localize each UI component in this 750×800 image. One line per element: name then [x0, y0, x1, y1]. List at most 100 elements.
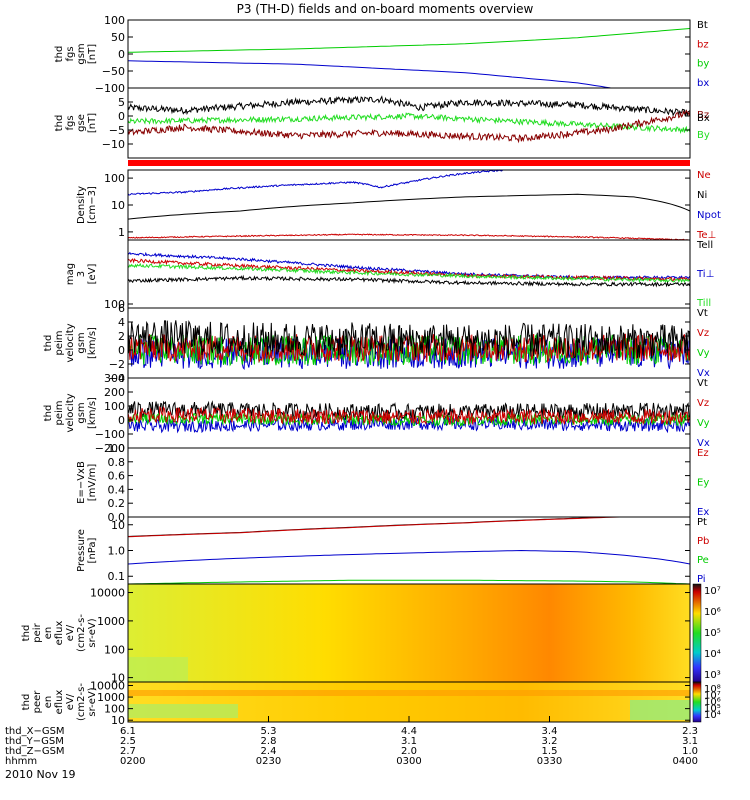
series-line-peim_vel-1: [127, 333, 691, 367]
y-tick-label: 0.8: [108, 456, 126, 469]
panel-fgs: 100 50 0 −50 −100 thd fgs gsm [nT] Bt bz by bx: [54, 14, 709, 95]
y-axis-label: Density: [76, 186, 87, 224]
x-row-label: hhmm: [5, 756, 37, 767]
panel-frame: [127, 169, 691, 241]
y-tick-label: 10: [111, 199, 125, 212]
legend-entry: Ex: [697, 507, 709, 518]
y-tick-label: 10: [111, 714, 125, 727]
series-line-density-0: [127, 169, 505, 196]
y-axis-label: [km/s]: [87, 397, 98, 429]
y-axis-label: eV/: [65, 693, 76, 710]
y-tick-label: 0: [118, 110, 125, 123]
x-row-label: thd_Z−GSM: [5, 746, 65, 757]
x-row-value: 1.0: [682, 746, 698, 757]
panel-efield: 1.00.80.60.40.20.0 E=−VxB [mV/m] Ez Ey Ex: [76, 442, 709, 524]
series-line-density-2: [127, 233, 690, 241]
panel-frame: [127, 447, 691, 518]
y-tick-label: 100: [104, 703, 125, 716]
y-axis-label: sr-eV): [87, 687, 98, 716]
legend-entry: Pe: [697, 555, 709, 566]
y-axis-label: gse: [76, 114, 87, 132]
separator-bar: [128, 160, 690, 166]
y-tick-label: 300: [104, 372, 125, 385]
series-line-fgs-0: [127, 60, 611, 89]
colorbar-label: 10⁴: [704, 649, 721, 660]
legend-entry: Bx: [697, 113, 710, 124]
legend-entry: Till: [696, 298, 711, 309]
y-tick-label: 1: [118, 226, 125, 239]
y-axis-label: [nT]: [87, 44, 98, 64]
y-axis-label: eflux: [54, 690, 65, 715]
y-tick-label: 0.2: [108, 497, 126, 510]
y-axis-label: (cm2-s-: [76, 614, 87, 652]
legend-entry: Te⊥: [696, 230, 716, 241]
y-axis-label: peir: [32, 622, 43, 642]
low-energy-patch: [630, 700, 690, 720]
x-row-value: 3.4: [542, 726, 558, 737]
legend-entry: Vx: [697, 438, 710, 449]
y-axis-label: thd: [54, 46, 65, 63]
y-axis-label: sr-eV): [87, 618, 98, 647]
panel-pressure: 10 1.0 0.1 Pressure [nPa] Pt Pb Pe Pi: [76, 516, 709, 585]
date-label: 2010 Nov 19: [5, 768, 75, 781]
x-row-value: 0400: [673, 756, 698, 767]
colorbar: [692, 681, 702, 723]
y-tick-label: −50: [102, 65, 125, 78]
y-tick-label: 1000: [97, 615, 125, 628]
y-axis-label: Pressure: [76, 529, 87, 572]
y-axis-label: mag: [65, 263, 76, 285]
series-line-fgs_dsl-0: [127, 95, 691, 117]
low-energy-patch: [128, 704, 238, 718]
y-tick-label: −5: [109, 124, 125, 137]
x-row-value: 1.5: [542, 746, 558, 757]
legend-entry: Ne: [697, 170, 711, 181]
y-tick-label: −2: [109, 358, 125, 371]
y-tick-label: 100: [104, 643, 125, 656]
panel-frame: [127, 19, 691, 89]
legend-entry: Ti⊥: [696, 269, 714, 280]
spectrogram-peir: [128, 584, 690, 682]
y-axis-label: thd: [54, 115, 65, 132]
y-tick-label: 4: [118, 316, 125, 329]
colorbar-label: 10³: [704, 670, 721, 681]
legend-entry: bx: [697, 78, 709, 89]
y-axis-label: peim: [54, 400, 65, 425]
colorbar-label: 10⁶: [704, 697, 721, 708]
y-tick-label: 100: [104, 14, 125, 27]
legend-entry: Ni: [697, 190, 707, 201]
y-tick-label: 5: [118, 96, 125, 109]
y-tick-label: −10: [102, 138, 125, 151]
y-tick-label: 50: [111, 31, 125, 44]
legend-entry: by: [697, 59, 709, 70]
legend-entry: Vt: [697, 308, 708, 319]
x-row-label: thd_X−GSM: [5, 726, 65, 737]
y-tick-label: −100: [95, 428, 125, 441]
y-tick-label: 100: [104, 172, 125, 185]
legend-entry: By: [697, 130, 710, 141]
legend-entry: Vy: [697, 348, 710, 359]
y-axis-label: velocity: [65, 323, 76, 362]
series-line-fgs_dsl-2: [127, 109, 691, 144]
x-row-value: 0330: [537, 756, 562, 767]
colorbar-label: 10⁸: [704, 684, 721, 695]
legend-entry: Bt: [697, 20, 708, 31]
y-tick-label: 6: [118, 302, 125, 315]
series-line-pressure-2: [127, 549, 691, 565]
y-tick-label: 0.0: [108, 511, 126, 524]
y-tick-label: 0.1: [108, 570, 126, 583]
y-axis-label: thd: [43, 405, 54, 422]
series-line-temp-3: [127, 274, 691, 288]
y-tick-label: 200: [104, 386, 125, 399]
y-tick-label: 10: [111, 672, 125, 685]
y-axis-label: E=−VxB: [76, 461, 87, 504]
series-line-density-1: [127, 193, 691, 220]
y-axis-label: velocity: [65, 393, 76, 432]
x-row-value: 2.4: [261, 746, 277, 757]
x-row-value: 3.2: [542, 736, 558, 747]
series-line-fgs-1: [127, 28, 691, 53]
panel-density: 100 10 1 Density [cm−3] Ne Ni Npot Te⊥: [76, 169, 721, 241]
legend-entry: Vt: [697, 378, 708, 389]
x-row-value: 5.3: [261, 726, 277, 737]
